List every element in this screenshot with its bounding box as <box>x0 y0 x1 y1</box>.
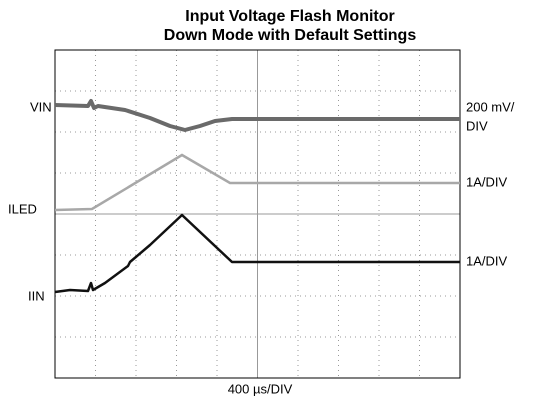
title-line: Down Mode with Default Settings <box>164 27 417 44</box>
iin-trace <box>54 213 460 294</box>
iled-trace <box>54 153 460 212</box>
grid <box>54 49 461 379</box>
channel-label: ILED <box>8 201 37 216</box>
channel-label: VIN <box>30 99 52 114</box>
channel-label: IIN <box>28 288 45 303</box>
time-scale: 400 µs/DIV <box>228 381 293 396</box>
scale-label: 200 mV/ <box>466 99 515 114</box>
title-line: Input Voltage Flash Monitor <box>185 8 394 25</box>
scale-label: 1A/DIV <box>466 174 508 189</box>
scale-label: DIV <box>466 118 488 133</box>
scale-label: 1A/DIV <box>466 253 508 268</box>
vin-trace <box>54 99 460 132</box>
